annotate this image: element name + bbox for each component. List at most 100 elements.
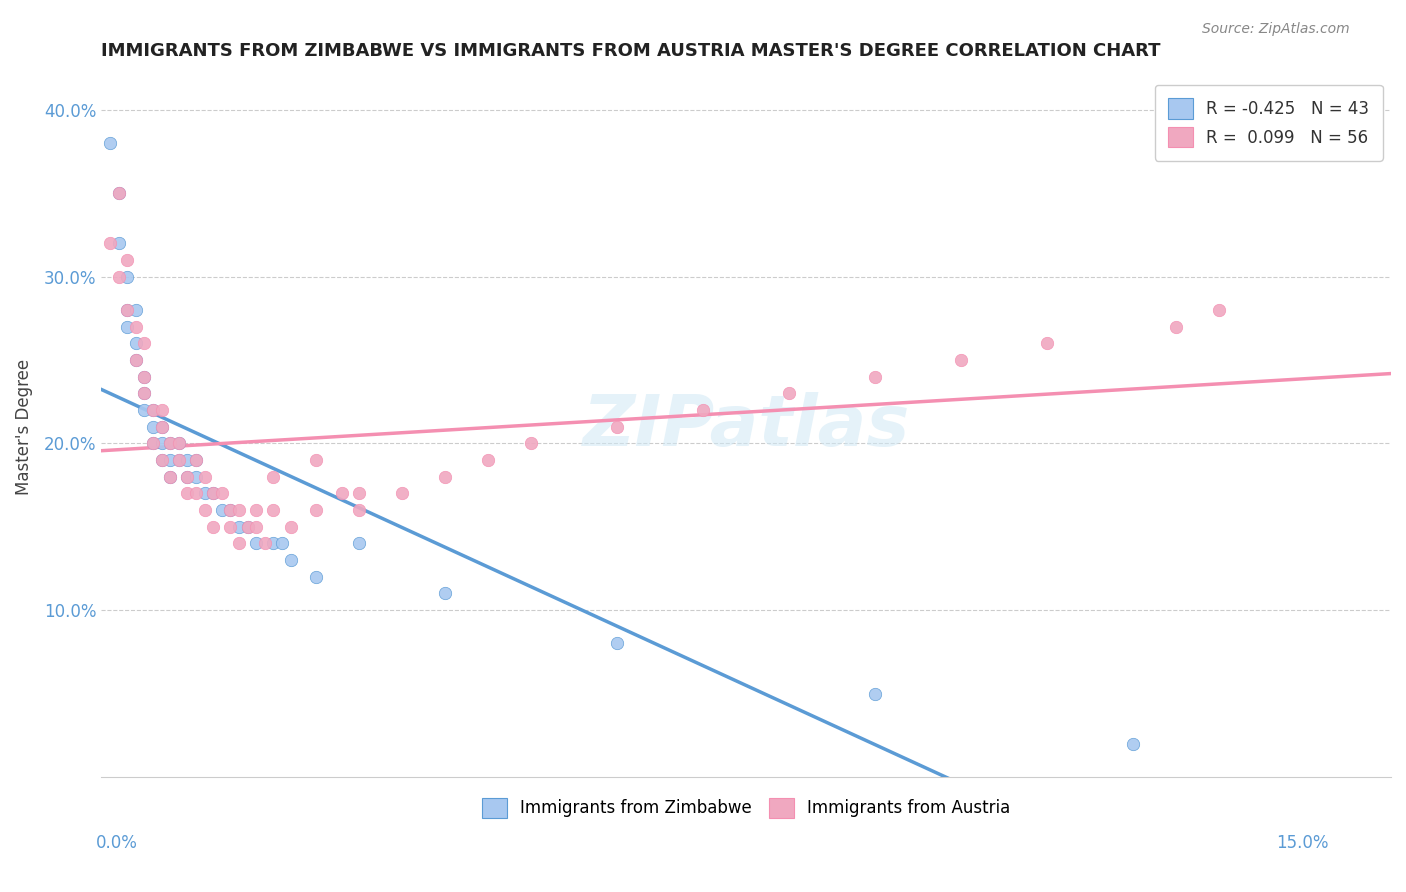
Point <box>202 486 225 500</box>
Point <box>194 503 217 517</box>
Point <box>142 403 165 417</box>
Point <box>167 453 190 467</box>
Point <box>107 236 129 251</box>
Point <box>134 369 156 384</box>
Point <box>176 453 198 467</box>
Point <box>159 436 181 450</box>
Point <box>1208 303 1230 318</box>
Point <box>117 252 139 267</box>
Point <box>142 419 165 434</box>
Point <box>125 353 148 368</box>
Text: ZIPatlas: ZIPatlas <box>582 392 910 461</box>
Point <box>262 469 284 483</box>
Point <box>305 570 328 584</box>
Point <box>184 469 207 483</box>
Point <box>150 419 173 434</box>
Point <box>228 503 250 517</box>
Point <box>1036 336 1059 351</box>
Text: IMMIGRANTS FROM ZIMBABWE VS IMMIGRANTS FROM AUSTRIA MASTER'S DEGREE CORRELATION : IMMIGRANTS FROM ZIMBABWE VS IMMIGRANTS F… <box>101 42 1161 60</box>
Point <box>477 453 499 467</box>
Point <box>863 686 886 700</box>
Point <box>305 503 328 517</box>
Point <box>520 436 543 450</box>
Point <box>280 520 302 534</box>
Point <box>202 486 225 500</box>
Point <box>391 486 413 500</box>
Point <box>134 336 156 351</box>
Point <box>184 453 207 467</box>
Point <box>125 353 148 368</box>
Point <box>228 536 250 550</box>
Point <box>1164 319 1187 334</box>
Point <box>167 436 190 450</box>
Point <box>176 486 198 500</box>
Point <box>211 503 233 517</box>
Point <box>159 469 181 483</box>
Point <box>125 303 148 318</box>
Text: 15.0%: 15.0% <box>1277 834 1329 852</box>
Point <box>236 520 259 534</box>
Point <box>117 303 139 318</box>
Point <box>211 486 233 500</box>
Point <box>159 469 181 483</box>
Point <box>117 319 139 334</box>
Point <box>194 469 217 483</box>
Point <box>863 369 886 384</box>
Point <box>142 403 165 417</box>
Point <box>159 453 181 467</box>
Point <box>107 186 129 201</box>
Y-axis label: Master's Degree: Master's Degree <box>15 359 32 495</box>
Point <box>606 419 628 434</box>
Point <box>167 436 190 450</box>
Point <box>330 486 353 500</box>
Point <box>184 486 207 500</box>
Point <box>245 520 267 534</box>
Point <box>349 536 371 550</box>
Point <box>692 403 714 417</box>
Text: 0.0%: 0.0% <box>96 834 138 852</box>
Point <box>253 536 276 550</box>
Point <box>434 469 457 483</box>
Point <box>778 386 800 401</box>
Point <box>219 503 242 517</box>
Point <box>142 436 165 450</box>
Point <box>107 186 129 201</box>
Point <box>228 520 250 534</box>
Point <box>150 436 173 450</box>
Point <box>202 520 225 534</box>
Point <box>262 536 284 550</box>
Point <box>434 586 457 600</box>
Point <box>134 369 156 384</box>
Point <box>134 386 156 401</box>
Point <box>98 136 121 151</box>
Point <box>262 503 284 517</box>
Point <box>176 469 198 483</box>
Point <box>219 520 242 534</box>
Point <box>107 269 129 284</box>
Point <box>245 536 267 550</box>
Point <box>280 553 302 567</box>
Point <box>184 453 207 467</box>
Point <box>950 353 973 368</box>
Point <box>150 403 173 417</box>
Point <box>117 303 139 318</box>
Point <box>271 536 294 550</box>
Point <box>349 503 371 517</box>
Point <box>194 486 217 500</box>
Point <box>150 419 173 434</box>
Point <box>1122 737 1144 751</box>
Point <box>150 453 173 467</box>
Point <box>176 469 198 483</box>
Point <box>134 403 156 417</box>
Point <box>167 453 190 467</box>
Point <box>606 636 628 650</box>
Point <box>117 269 139 284</box>
Legend: Immigrants from Zimbabwe, Immigrants from Austria: Immigrants from Zimbabwe, Immigrants fro… <box>475 791 1017 824</box>
Point <box>159 436 181 450</box>
Text: Source: ZipAtlas.com: Source: ZipAtlas.com <box>1202 22 1350 37</box>
Point <box>125 336 148 351</box>
Point <box>142 436 165 450</box>
Point <box>98 236 121 251</box>
Point <box>150 453 173 467</box>
Point <box>245 503 267 517</box>
